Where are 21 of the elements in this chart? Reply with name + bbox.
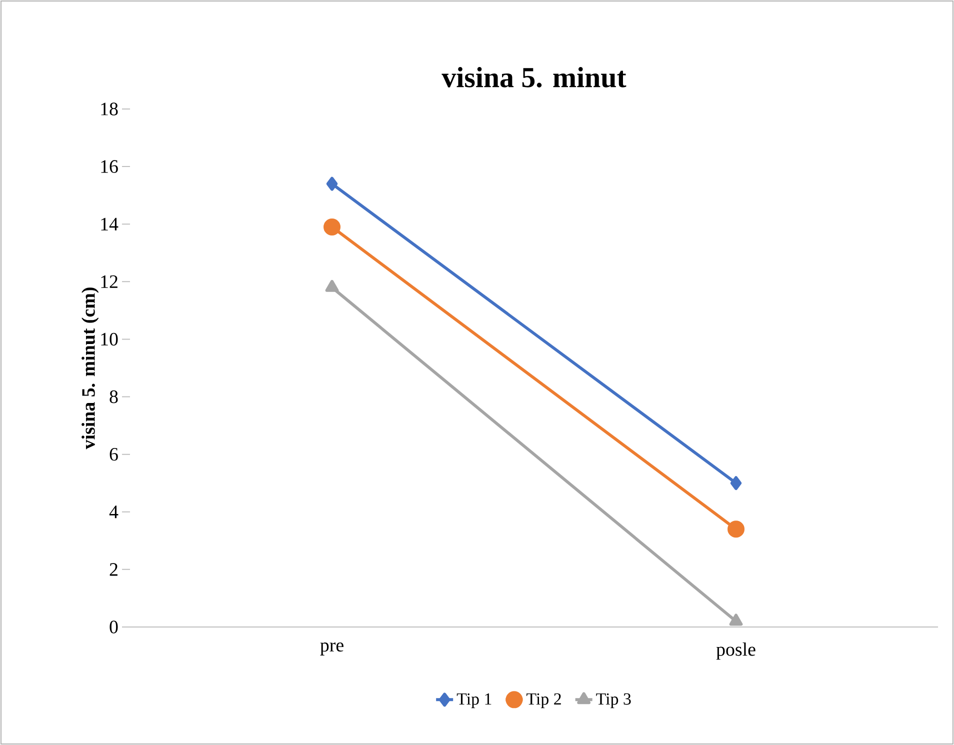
point bbox=[326, 176, 338, 191]
point bbox=[324, 218, 341, 236]
y-tick-label: 10 bbox=[101, 332, 118, 346]
y-axis-title: visina 5. minut (cm) bbox=[82, 288, 99, 450]
legend-label: Tip 2 bbox=[526, 693, 561, 708]
y-tick-label: 0 bbox=[110, 620, 118, 634]
x-tick-label: pre bbox=[320, 642, 344, 656]
y-tick-label: 4 bbox=[109, 506, 118, 518]
point bbox=[730, 476, 742, 490]
legend-label: Tip 1 bbox=[456, 693, 492, 708]
y-tick-label: 6 bbox=[110, 448, 118, 461]
point bbox=[728, 520, 745, 538]
y-tick-label: 14 bbox=[101, 218, 118, 230]
y-tick-label: 16 bbox=[101, 160, 118, 173]
legend-label: Tip 3 bbox=[596, 693, 631, 708]
x-tick-label: posle bbox=[716, 642, 756, 660]
y-tick-label: 2 bbox=[110, 563, 118, 576]
chart-title: visina 5. minut bbox=[442, 67, 626, 88]
y-tick-label: 8 bbox=[110, 390, 118, 404]
y-tick-label: 12 bbox=[101, 275, 118, 288]
y-tick-label: 18 bbox=[101, 102, 118, 116]
